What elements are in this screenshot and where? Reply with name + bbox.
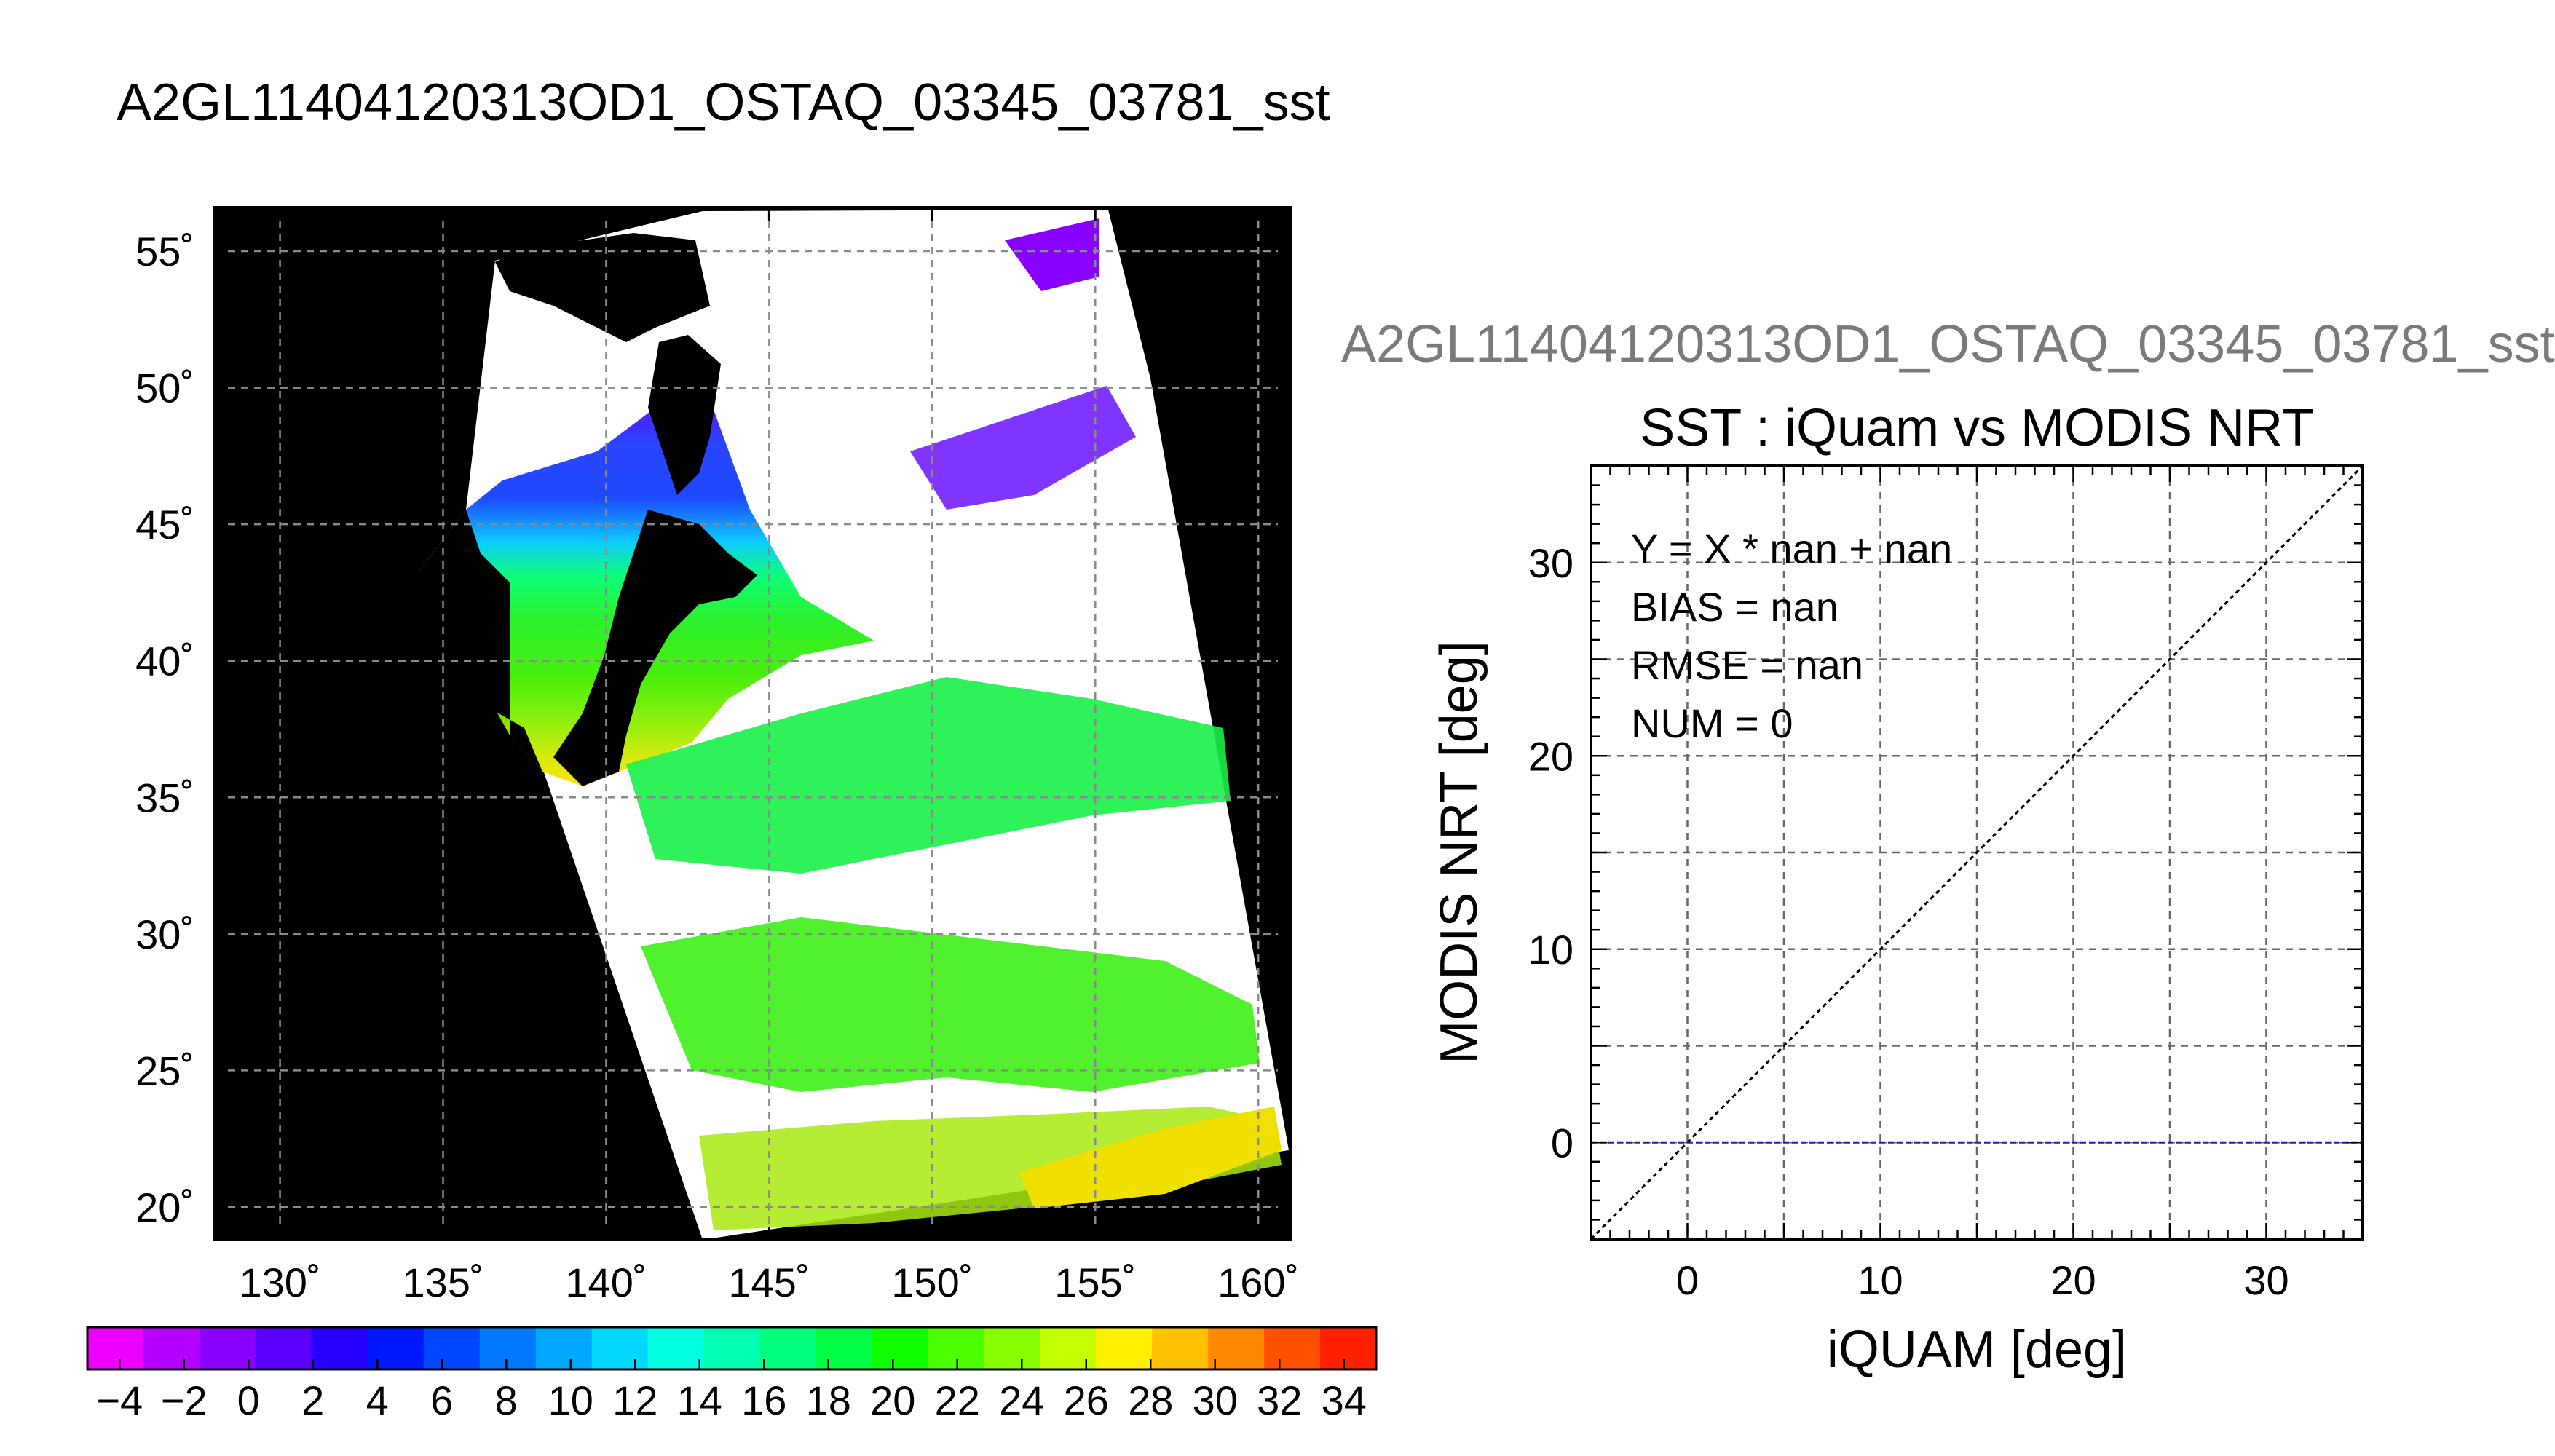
scatter-plot: 0 10 20 30 0 10 20 30 Y = X * nan + nan BIAS = n… <box>1528 464 2364 1303</box>
x-tick-label: 0 <box>1676 1257 1699 1303</box>
colorbar-swatch <box>1208 1327 1265 1369</box>
colorbar-swatch <box>703 1327 761 1369</box>
colorbar-swatch <box>872 1327 928 1369</box>
colorbar-label: −2 <box>161 1377 208 1423</box>
colorbar-label: 20 <box>870 1377 915 1423</box>
colorbar-label: 12 <box>612 1377 657 1423</box>
main-title: A2GL11404120313OD1_OSTAQ_03345_03781_sst <box>117 74 1330 132</box>
reference-lines <box>1590 464 2364 1241</box>
colorbar-label: 2 <box>301 1377 324 1423</box>
map-lat-label: 20˚ <box>135 1184 194 1230</box>
colorbar-swatch <box>928 1327 984 1369</box>
colorbar-frame <box>86 1326 1378 1371</box>
sst-region-okhotsk <box>1005 218 1099 291</box>
scatter-title: SST : iQuam vs MODIS NRT <box>1640 399 2314 457</box>
y-axis-label: MODIS NRT [deg] <box>1430 641 1488 1064</box>
map-lon-label: 135˚ <box>402 1259 483 1305</box>
colorbar-label: 16 <box>741 1377 786 1423</box>
map-lat-label: 50˚ <box>135 365 194 411</box>
colorbar-swatch <box>367 1327 424 1369</box>
map-lon-label: 150˚ <box>891 1259 973 1305</box>
colorbar-swatch <box>143 1327 200 1369</box>
colorbar-swatch <box>479 1327 537 1369</box>
colorbar-label: 6 <box>430 1377 453 1423</box>
colorbar-swatch <box>423 1327 481 1369</box>
sst-region-kuroshio <box>626 677 1231 874</box>
stat-line: Y = X * nan + nan <box>1631 526 1952 571</box>
colorbar-label: 4 <box>366 1377 389 1423</box>
scatter-subtitle: A2GL11404120313OD1_OSTAQ_03345_03781_sst <box>1341 315 2555 373</box>
x-tick-label: 10 <box>1857 1257 1903 1303</box>
map-lat-label: 40˚ <box>135 638 194 684</box>
land-korea <box>419 510 542 772</box>
plot-frame <box>1590 464 2364 1241</box>
map-lon-label: 160˚ <box>1217 1259 1299 1305</box>
colorbar-swatch <box>759 1327 817 1369</box>
map-lon-label: 145˚ <box>728 1259 810 1305</box>
scatter-ticks: 0 10 20 30 0 10 20 30 <box>1528 464 2364 1303</box>
sst-region-subtropical <box>641 917 1260 1092</box>
land-sakhalin <box>648 335 721 495</box>
stat-line: BIAS = nan <box>1631 584 1839 630</box>
colorbar-label: 14 <box>677 1377 722 1423</box>
stat-line: RMSE = nan <box>1631 642 1863 688</box>
colorbar-label: 28 <box>1128 1377 1173 1423</box>
colorbar-swatch <box>311 1327 368 1369</box>
land-sakhalin-north <box>495 233 710 342</box>
map-ticks: 130˚ 135˚ 140˚ 145˚ 150˚ 155˚ 160˚ 20˚ 25˚ 30˚ 35˚… <box>135 207 1299 1305</box>
regression-stats: Y = X * nan + nan BIAS = nan RMSE = nan NUM… <box>1631 526 1952 746</box>
sst-map-panel: 130˚ 135˚ 140˚ 145˚ 150˚ 155˚ 160˚ 20˚ 25˚ 30˚ 35˚… <box>135 206 1299 1305</box>
sst-region-cold-eddy <box>910 386 1136 510</box>
colorbar-label: −4 <box>96 1377 143 1423</box>
sst-region-warm <box>1019 1107 1282 1208</box>
colorbar-label: 22 <box>935 1377 980 1423</box>
map-lat-label: 25˚ <box>135 1048 194 1093</box>
stat-line: NUM = 0 <box>1631 700 1793 746</box>
y-tick-label: 20 <box>1528 733 1573 779</box>
x-tick-label: 30 <box>2243 1257 2289 1303</box>
map-lat-label: 45˚ <box>135 502 194 547</box>
colorbar-label: 10 <box>548 1377 593 1423</box>
map-lon-label: 130˚ <box>240 1259 321 1305</box>
colorbar-swatch <box>591 1327 649 1369</box>
colorbar-swatch <box>1152 1327 1209 1369</box>
map-frame <box>213 206 1292 1241</box>
map-lon-label: 155˚ <box>1054 1259 1136 1305</box>
sst-colorbar: −4 −2 0 2 4 6 8 10 12 14 16 18 20 22 24 26 28 30 32 34 <box>86 1326 1378 1423</box>
colorbar-swatch <box>1096 1327 1153 1369</box>
colorbar-swatch <box>1320 1327 1377 1369</box>
map-lat-label: 30˚ <box>135 911 194 957</box>
map-lat-label: 55˚ <box>135 229 194 274</box>
colorbar-label: 30 <box>1193 1377 1238 1423</box>
colorbar-label: 0 <box>237 1377 260 1423</box>
colorbar-swatch <box>87 1327 144 1369</box>
y-tick-label: 30 <box>1528 540 1573 586</box>
colorbar-swatch <box>255 1327 312 1369</box>
colorbar-label: 8 <box>495 1377 518 1423</box>
colorbar-label: 24 <box>999 1377 1044 1423</box>
colorbar-swatch <box>816 1327 872 1369</box>
x-axis-label: iQUAM [deg] <box>1827 1321 2127 1379</box>
colorbar-label: 26 <box>1064 1377 1109 1423</box>
land-japan <box>553 510 757 786</box>
colorbar-label: 32 <box>1257 1377 1302 1423</box>
colorbar-swatch <box>535 1327 593 1369</box>
identity-line <box>1590 464 2364 1241</box>
colorbar-label: 34 <box>1322 1377 1367 1423</box>
x-tick-label: 20 <box>2050 1257 2096 1303</box>
colorbar-swatch <box>1040 1327 1097 1369</box>
map-lat-label: 35˚ <box>135 775 194 820</box>
map-gridlines <box>215 207 1291 1240</box>
colorbar-swatch <box>199 1327 256 1369</box>
colorbar-swatch <box>1264 1327 1321 1369</box>
colorbar-swatch <box>647 1327 705 1369</box>
colorbar-label: 18 <box>806 1377 851 1423</box>
map-lon-label: 140˚ <box>565 1259 647 1305</box>
y-tick-label: 10 <box>1528 927 1573 973</box>
colorbar-swatch <box>984 1327 1040 1369</box>
y-tick-label: 0 <box>1551 1120 1573 1166</box>
